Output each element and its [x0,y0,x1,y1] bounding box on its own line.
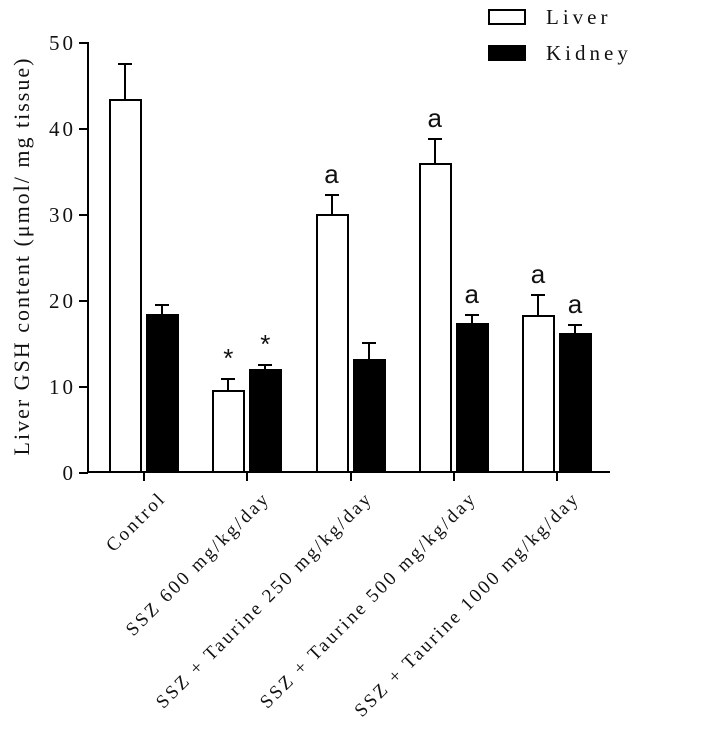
x-axis-tick [556,472,558,481]
y-axis-tick-label: 0 [62,461,76,485]
x-axis-line [87,471,610,473]
error-bar-line [574,325,576,333]
significance-star: * [260,328,271,359]
significance-letter: a [567,289,583,320]
error-bar-line [161,305,163,314]
liver-bar [315,214,349,473]
error-bar-cap [361,342,376,345]
significance-letter: a [324,159,339,190]
error-bar-line [330,195,333,215]
y-axis-tick-label: 20 [49,289,76,313]
y-axis-tick [79,214,88,216]
liver-bar [109,98,142,473]
error-bar-line [367,343,370,359]
error-bar-cap [427,138,442,141]
significance-letter: a [530,258,546,289]
error-bar-line [227,379,230,390]
kidney-bar [559,332,592,473]
y-axis-tick-label: 30 [49,203,76,227]
kidney-bar [249,368,283,473]
x-category-label: SSZ + Taurine 250 mg/kg/day [152,488,378,713]
error-bar-cap [155,304,169,307]
kidney-swatch-icon [488,45,526,61]
kidney-bar [352,358,386,473]
y-axis-tick [79,386,88,388]
legend-label-kidney: Kidney [546,41,632,65]
y-axis-tick-label: 40 [49,117,76,141]
x-axis-tick [143,472,145,481]
x-category-label: SSZ + Taurine 500 mg/kg/day [255,488,481,713]
kidney-bar [455,323,489,473]
error-bar-line [433,139,436,164]
kidney-bar [146,313,179,473]
y-axis-tick-label: 50 [49,31,76,55]
error-bar-cap [118,62,132,65]
error-bar-cap [531,293,545,296]
error-bar-cap [258,363,273,366]
error-bar-cap [324,194,339,197]
significance-letter: a [427,103,442,134]
liver-bar [418,163,452,473]
error-bar-line [264,364,267,369]
liver-bar [522,314,555,473]
liver-swatch-icon [488,9,526,25]
significance-star: * [223,343,234,374]
liver-bar [212,389,246,473]
y-axis-tick-label: 10 [49,375,76,399]
x-category-label: Control [102,488,171,557]
error-bar-line [124,63,126,99]
error-bar-cap [464,313,479,316]
y-axis-tick [79,472,88,474]
error-bar-cap [568,324,582,327]
y-axis-line [87,42,89,473]
y-axis-tick [79,300,88,302]
x-axis-tick [246,472,249,481]
error-bar-line [470,314,473,324]
significance-letter: a [464,278,479,309]
x-axis-tick [452,472,455,481]
error-bar-line [537,294,539,315]
y-axis-tick [79,42,88,44]
error-bar-cap [221,378,236,381]
legend-label-liver: Liver [546,5,612,29]
y-axis-tick [79,128,88,130]
x-axis-tick [349,472,352,481]
x-category-label: SSZ + Taurine 1000 mg/kg/day [350,488,584,722]
